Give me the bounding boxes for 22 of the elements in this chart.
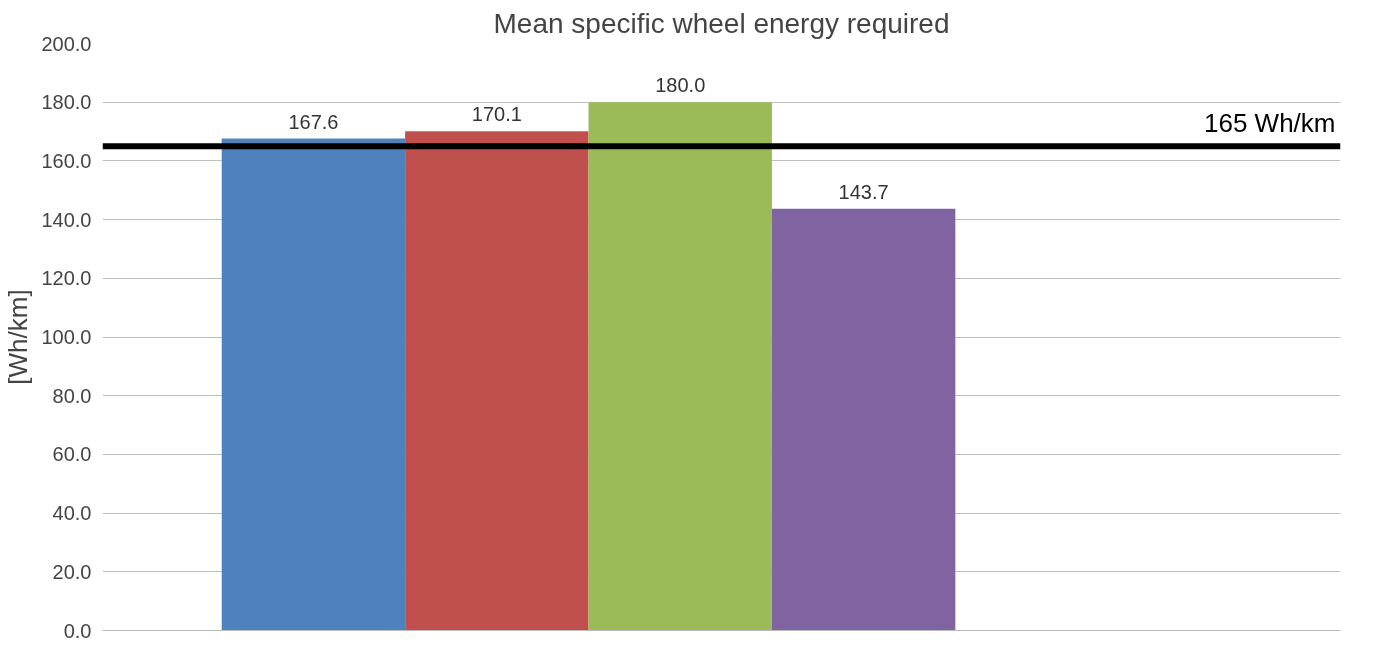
data-label: 143.7 bbox=[838, 180, 889, 203]
y-tick-label: 100.0 bbox=[41, 326, 92, 348]
data-label: 180.0 bbox=[655, 74, 706, 97]
y-tick-label: 160.0 bbox=[41, 149, 92, 172]
y-axis-title: [Wh/km] bbox=[3, 289, 34, 385]
y-tick-label: 60.0 bbox=[52, 443, 92, 466]
y-tick-label: 120.0 bbox=[41, 267, 92, 290]
y-tick-label: 20.0 bbox=[52, 560, 92, 583]
y-tick-label: 180.0 bbox=[41, 91, 92, 114]
y-tick-label: 200.0 bbox=[41, 32, 92, 55]
y-tick-label: 140.0 bbox=[41, 208, 92, 231]
bar bbox=[405, 131, 589, 631]
y-tick-label: 0.0 bbox=[63, 619, 92, 642]
bar bbox=[588, 102, 772, 631]
ref-line-label: 165 Wh/km bbox=[1204, 108, 1336, 139]
y-tick-label: 80.0 bbox=[52, 384, 92, 407]
y-tick-label: 40.0 bbox=[52, 502, 92, 525]
chart-title: Mean specific wheel energy required bbox=[493, 7, 950, 39]
data-label: 170.1 bbox=[471, 103, 522, 126]
bar bbox=[221, 138, 406, 631]
data-label: 167.6 bbox=[288, 110, 339, 133]
bar bbox=[771, 208, 956, 631]
